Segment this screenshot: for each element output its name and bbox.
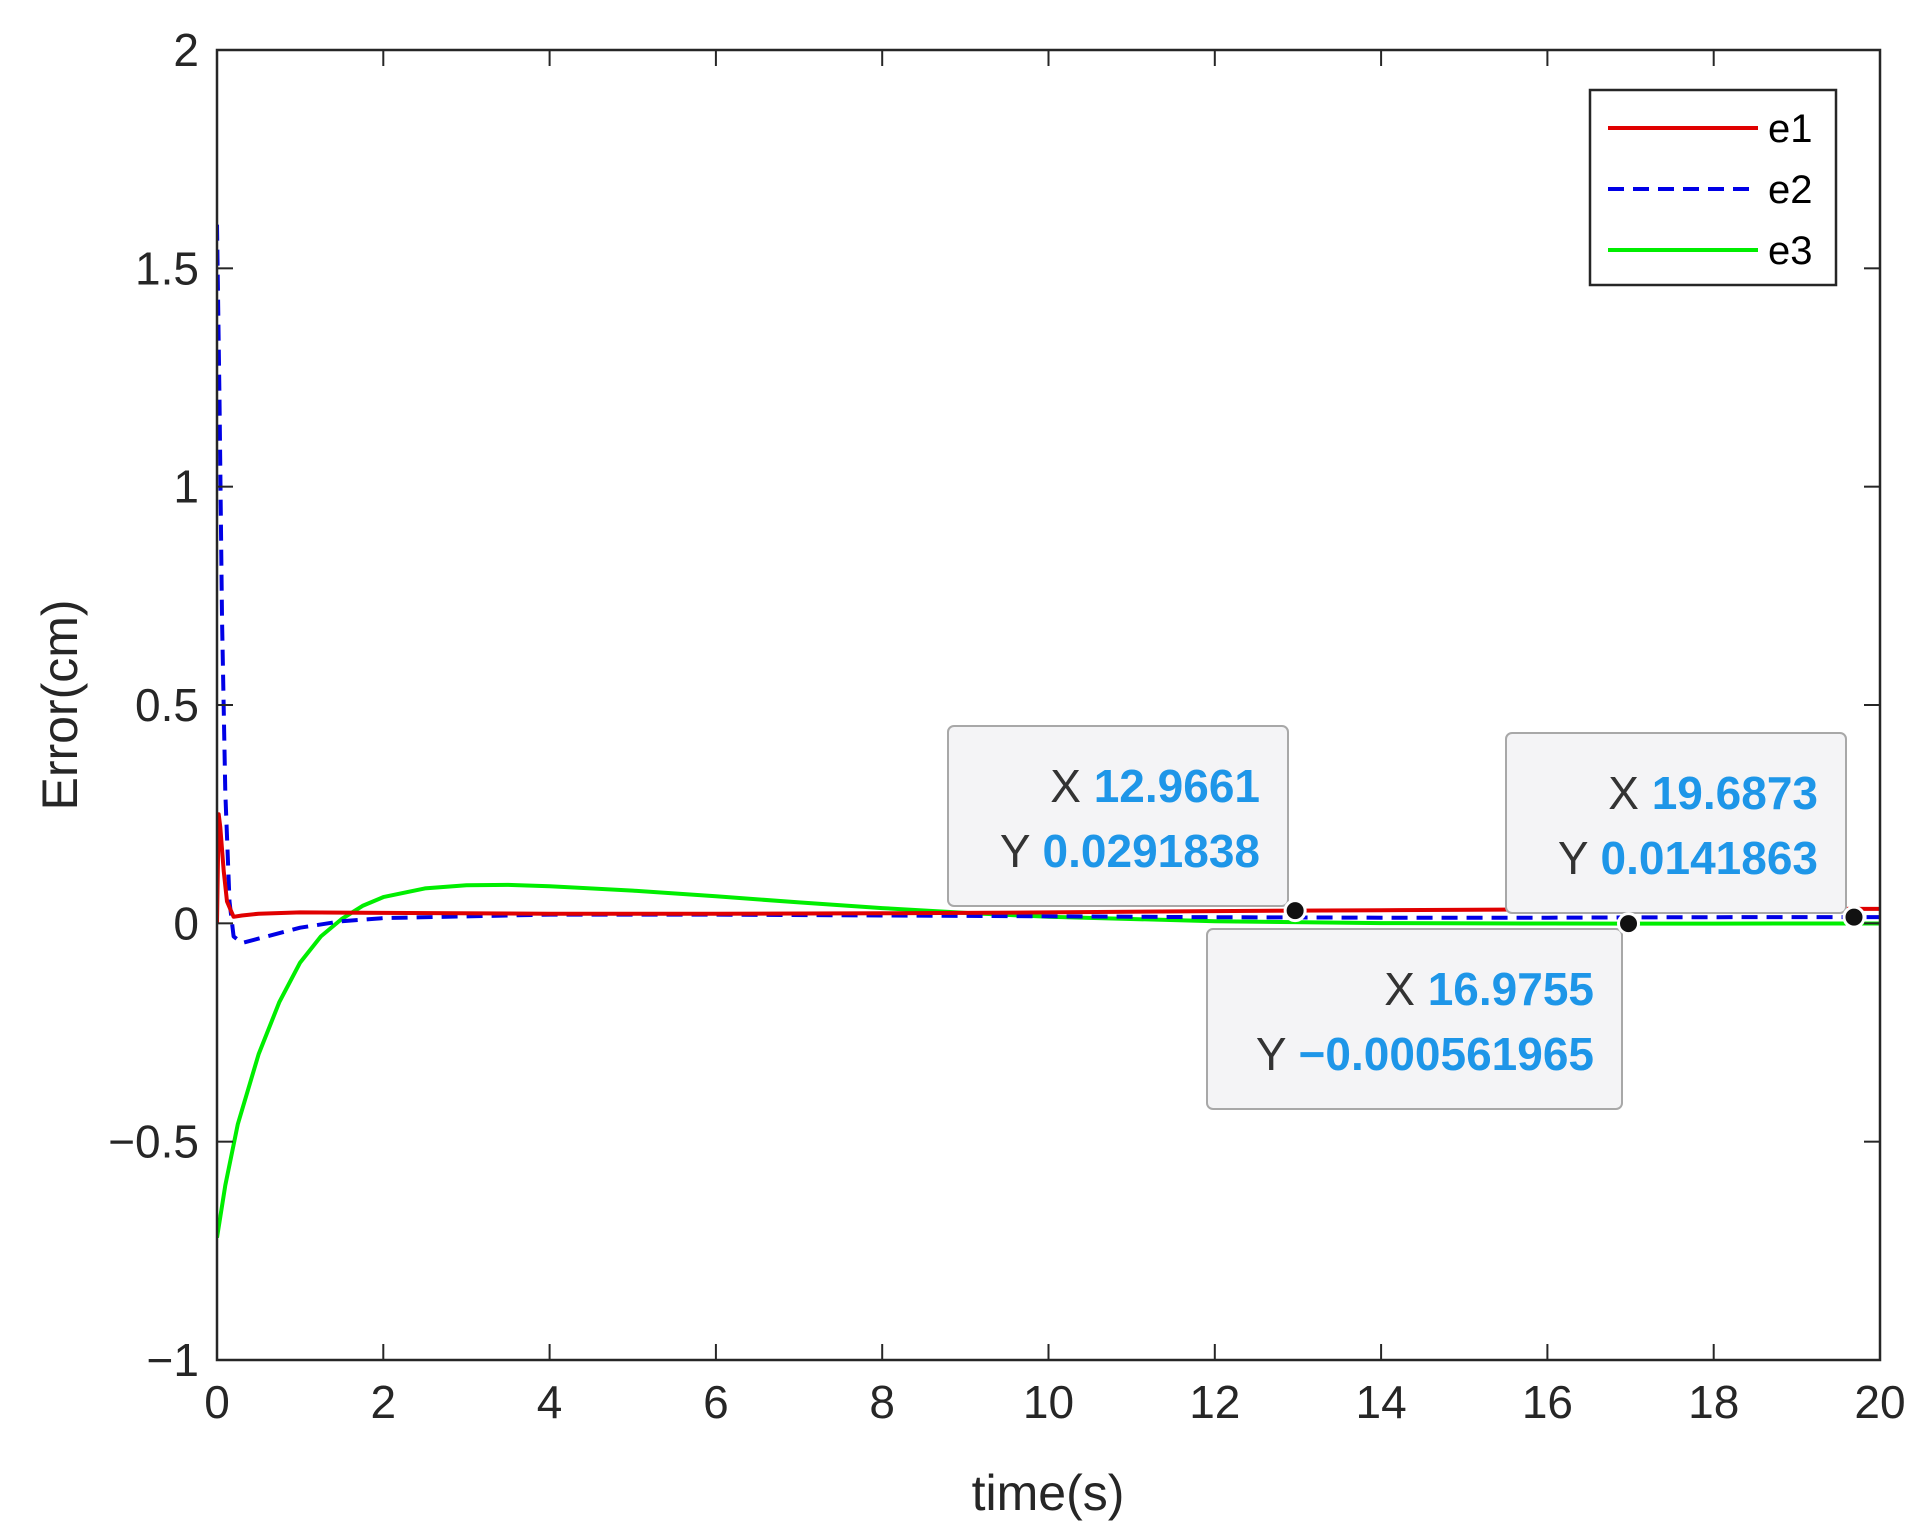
y-axis-label: Error(cm) — [32, 599, 88, 810]
datatip-y-key: Y — [1558, 832, 1601, 884]
datatip-y-row: Y 0.0141863 — [1558, 832, 1818, 884]
series-line-e3 — [217, 882, 1880, 1239]
datatip-x-row: X 16.9755 — [1384, 963, 1594, 1015]
x-tick-label: 2 — [371, 1376, 397, 1428]
datatip-y-value: 0.0141863 — [1601, 832, 1818, 884]
y-tick-label: 1.5 — [135, 242, 199, 294]
x-tick-label: 10 — [1023, 1376, 1074, 1428]
datatip-y-key: Y — [1256, 1028, 1299, 1080]
datatip-marker[interactable] — [1842, 905, 1866, 929]
datatip-box — [1505, 732, 1847, 914]
datatip-x-value: 12.9661 — [1094, 760, 1260, 812]
y-tick-label: 1 — [173, 461, 199, 513]
datatip-y-key: Y — [1000, 825, 1043, 877]
datatip-x-key: X — [1608, 767, 1651, 819]
y-tick-label: −1 — [147, 1334, 199, 1386]
datatip-x-key: X — [1384, 963, 1427, 1015]
datatip-box — [947, 725, 1289, 907]
x-tick-label: 16 — [1522, 1376, 1573, 1428]
x-tick-label: 20 — [1854, 1376, 1905, 1428]
x-tick-label: 18 — [1688, 1376, 1739, 1428]
legend-label-e2: e2 — [1768, 168, 1813, 212]
datatip-x-value: 16.9755 — [1428, 963, 1594, 1015]
datatip-marker[interactable] — [1283, 899, 1307, 923]
y-tick-label: 2 — [173, 24, 199, 76]
datatip-box — [1206, 928, 1623, 1110]
tick-labels-layer: 0 2 4 6 8 10 12 14 16 18 20 −1 −0.5 0 0.5 1 1.5 2 — [108, 24, 1905, 1428]
x-tick-label: 12 — [1189, 1376, 1240, 1428]
datatip-x-value: 19.6873 — [1652, 767, 1818, 819]
series-line-e1 — [217, 812, 1880, 924]
x-tick-label: 4 — [537, 1376, 563, 1428]
y-tick-label: 0.5 — [135, 679, 199, 731]
legend: e1 e2 e3 — [1588, 88, 1838, 287]
ticks-layer — [216, 49, 1881, 1361]
datatip-x-row: X 19.6873 — [1608, 767, 1818, 819]
x-tick-label: 0 — [204, 1376, 230, 1428]
datatip-y-row: Y −0.000561965 — [1256, 1028, 1594, 1080]
datatip[interactable]: X 16.9755 Y −0.000561965 — [1206, 928, 1623, 1110]
plot-frame — [215, 48, 1882, 1362]
y-tick-label: 0 — [173, 897, 199, 949]
y-tick-label: −0.5 — [108, 1116, 199, 1168]
datatip-y-row: Y 0.0291838 — [1000, 825, 1260, 877]
datatip-y-value: 0.0291838 — [1043, 825, 1260, 877]
x-tick-label: 8 — [869, 1376, 895, 1428]
datatip-marker[interactable] — [1617, 912, 1641, 936]
legend-label-e1: e1 — [1768, 107, 1813, 151]
datatip-y-value: −0.000561965 — [1299, 1028, 1594, 1080]
datatip-x-key: X — [1050, 760, 1093, 812]
x-tick-label: 6 — [703, 1376, 729, 1428]
series-layer — [217, 224, 1880, 1239]
legend-label-e3: e3 — [1768, 229, 1813, 273]
x-tick-label: 14 — [1356, 1376, 1407, 1428]
x-axis-label: time(s) — [972, 1465, 1125, 1521]
datatip-x-row: X 12.9661 — [1050, 760, 1260, 812]
